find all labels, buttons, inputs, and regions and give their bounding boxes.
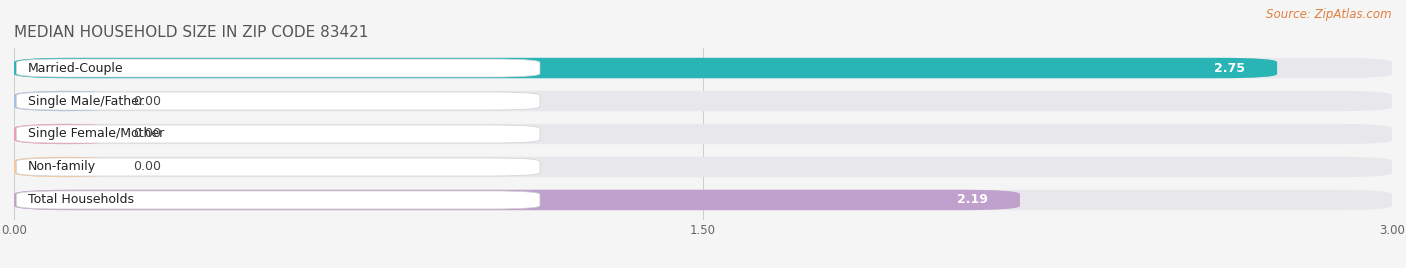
FancyBboxPatch shape bbox=[14, 190, 1019, 210]
Text: Single Male/Father: Single Male/Father bbox=[28, 95, 143, 107]
Text: MEDIAN HOUSEHOLD SIZE IN ZIP CODE 83421: MEDIAN HOUSEHOLD SIZE IN ZIP CODE 83421 bbox=[14, 25, 368, 40]
FancyBboxPatch shape bbox=[14, 157, 115, 177]
FancyBboxPatch shape bbox=[14, 58, 1392, 78]
FancyBboxPatch shape bbox=[14, 124, 1392, 144]
FancyBboxPatch shape bbox=[14, 91, 1392, 111]
Text: 2.75: 2.75 bbox=[1213, 62, 1244, 75]
FancyBboxPatch shape bbox=[17, 125, 540, 143]
Text: Source: ZipAtlas.com: Source: ZipAtlas.com bbox=[1267, 8, 1392, 21]
FancyBboxPatch shape bbox=[14, 157, 1392, 177]
FancyBboxPatch shape bbox=[14, 58, 1277, 78]
Text: Non-family: Non-family bbox=[28, 161, 96, 173]
Text: Married-Couple: Married-Couple bbox=[28, 62, 124, 75]
Text: 0.00: 0.00 bbox=[134, 95, 162, 107]
FancyBboxPatch shape bbox=[17, 92, 540, 110]
FancyBboxPatch shape bbox=[17, 158, 540, 176]
Text: Total Households: Total Households bbox=[28, 193, 134, 206]
Text: 0.00: 0.00 bbox=[134, 128, 162, 140]
FancyBboxPatch shape bbox=[17, 59, 540, 77]
FancyBboxPatch shape bbox=[17, 191, 540, 209]
Text: Single Female/Mother: Single Female/Mother bbox=[28, 128, 165, 140]
FancyBboxPatch shape bbox=[14, 124, 115, 144]
FancyBboxPatch shape bbox=[14, 190, 1392, 210]
Text: 0.00: 0.00 bbox=[134, 161, 162, 173]
FancyBboxPatch shape bbox=[14, 91, 115, 111]
Text: 2.19: 2.19 bbox=[957, 193, 988, 206]
